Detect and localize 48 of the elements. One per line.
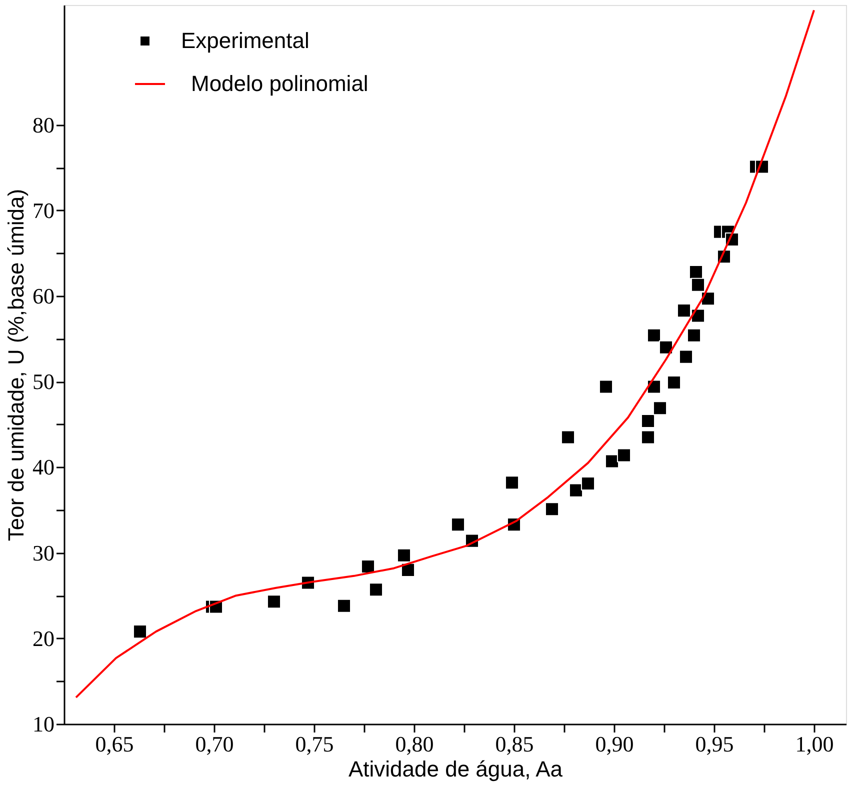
y-axis-title: Teor de umidade, U (%,base úmida): [4, 188, 28, 542]
y-tick-label: 50: [32, 369, 54, 394]
point: [598, 380, 614, 394]
point: [336, 598, 352, 613]
point: [360, 559, 376, 574]
x-tick-label: 0,65: [95, 732, 134, 756]
point: [132, 624, 148, 639]
point: [646, 328, 662, 342]
y-tick-label: 30: [32, 540, 54, 566]
point: [450, 518, 466, 532]
point: [580, 476, 596, 490]
y-tick-label: 60: [32, 284, 54, 309]
point: [686, 328, 702, 342]
point: [504, 476, 520, 490]
y-tick-label: 80: [32, 112, 54, 138]
x-tick-label: 0,95: [695, 732, 734, 756]
x-tick-label: 0,75: [295, 732, 334, 756]
y-tick-label: 20: [32, 626, 54, 651]
legend-label: Experimental: [181, 28, 310, 53]
point: [690, 278, 706, 292]
x-tick-label: 0,70: [195, 732, 234, 756]
point: [666, 375, 682, 390]
point: [658, 340, 674, 354]
point: [368, 582, 384, 597]
point: [616, 448, 632, 462]
point: [640, 430, 656, 444]
x-tick-label: 0,80: [395, 732, 434, 756]
point: [640, 414, 656, 428]
point: [604, 454, 620, 468]
x-tick-label: 1,00: [795, 732, 834, 756]
point: [688, 265, 704, 280]
x-axis-title: Atividade de água, Aa: [348, 756, 564, 782]
y-tick-label: 70: [32, 198, 54, 223]
point: [400, 562, 416, 577]
y-tick-label: 40: [32, 454, 54, 480]
point: [678, 350, 694, 364]
legend-label: Modelo polinomial: [191, 71, 368, 96]
x-tick-label: 0,85: [495, 732, 534, 756]
x-tick-label: 0,90: [595, 732, 634, 756]
point: [652, 401, 668, 416]
line-series: [75, 9, 815, 698]
point: [560, 430, 576, 444]
point: [266, 594, 282, 609]
point: [676, 304, 692, 318]
point: [396, 548, 412, 562]
point: [544, 502, 560, 516]
point: [568, 483, 584, 498]
y-tick-label: 10: [32, 712, 54, 736]
